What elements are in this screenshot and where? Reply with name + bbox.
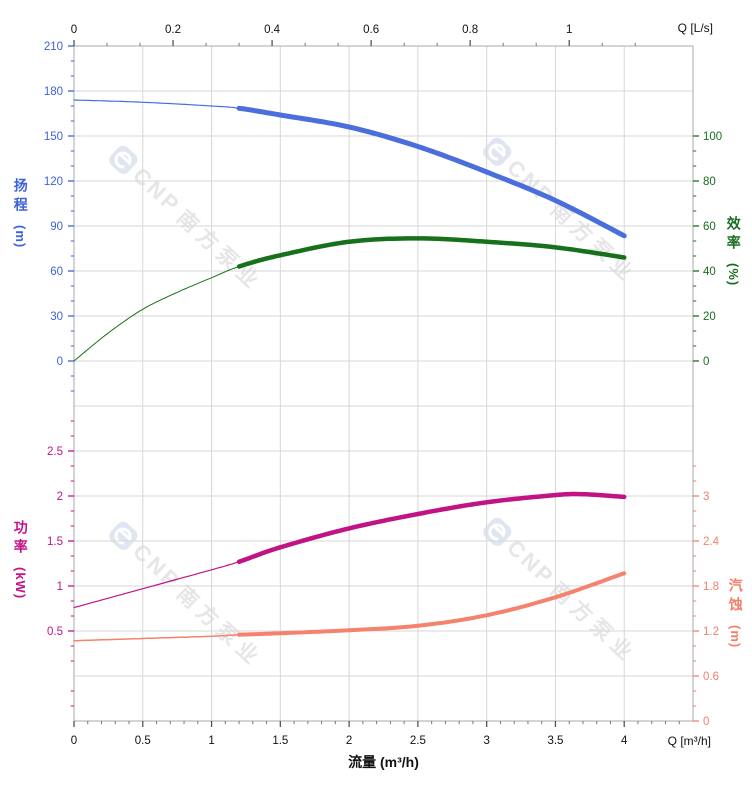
cnp-logo-icon (105, 141, 142, 178)
watermark: CNP 南方泵业 (478, 132, 644, 290)
head-tick-label: 150 (44, 131, 63, 143)
power-tick-label: 1.5 (47, 536, 63, 548)
head-tick-label: 0 (57, 356, 63, 368)
bottom-axis-tick-label: 2.5 (410, 735, 426, 747)
efficiency-axis-title: 效率 (%) (725, 216, 742, 287)
top-axis-tick-label: 0 (71, 24, 77, 36)
series-efficiency-curve-thin (73, 266, 240, 362)
npsh-tick-label: 1.2 (703, 626, 719, 638)
eff-tick-label: 60 (703, 221, 716, 233)
npsh-tick-label: 0 (703, 716, 709, 728)
bottom-axis-unit: Q [m³/h] (667, 734, 711, 748)
head-tick-label: 30 (50, 311, 63, 323)
npsh-tick-label: 3 (703, 491, 709, 503)
axes: 21018015012090603001008060402002.521.510… (44, 24, 722, 747)
top-axis-tick-label: 0.6 (363, 24, 379, 36)
curves (73, 99, 627, 642)
efficiency-axis-unit: (%) (726, 263, 742, 287)
eff-tick-label: 80 (703, 176, 716, 188)
head-axis-title: 扬程 (m) (12, 178, 29, 249)
bottom-axis-tick-label: 1.5 (272, 735, 288, 747)
head-tick-label: 60 (50, 266, 63, 278)
head-tick-label: 180 (44, 86, 63, 98)
series-power-curve-thin (73, 561, 240, 609)
bottom-axis-tick-label: 0.5 (135, 735, 151, 747)
top-axis-tick-label: 1 (566, 24, 572, 36)
power-axis-unit: (kW) (13, 567, 29, 600)
series-head-curve (236, 105, 627, 239)
series-npsh-curve (237, 571, 627, 637)
eff-tick-label: 100 (703, 131, 722, 143)
eff-tick-label: 40 (703, 266, 716, 278)
head-tick-label: 90 (50, 221, 63, 233)
watermark: CNP 南方泵业 (104, 516, 270, 674)
power-tick-label: 1 (57, 581, 63, 593)
series-head-curve-thin (73, 99, 240, 109)
flow-axis-title: 流量 (m³/h) (348, 754, 419, 770)
npsh-tick-label: 1.8 (703, 581, 719, 593)
cnp-logo-icon (479, 513, 516, 550)
power-tick-label: 2.5 (47, 446, 63, 458)
head-axis-unit: (m) (13, 225, 29, 249)
eff-tick-label: 20 (703, 311, 716, 323)
cnp-logo-icon (479, 133, 516, 170)
top-axis-unit: Q [L/s] (677, 21, 713, 35)
power-tick-label: 2 (57, 491, 63, 503)
npsh-axis-title: 汽蚀 (m) (727, 578, 744, 649)
watermark: CNP 南方泵业 (478, 512, 644, 670)
head-tick-label: 210 (44, 41, 63, 53)
npsh-tick-label: 2.4 (703, 536, 720, 548)
bottom-axis-tick-label: 3 (483, 735, 489, 747)
watermark: CNP 南方泵业 (104, 140, 270, 298)
npsh-axis-label: 汽蚀 (727, 578, 744, 616)
cnp-logo-icon (105, 517, 142, 554)
top-axis-tick-label: 0.8 (462, 24, 478, 36)
power-axis-title: 功率 (kW) (12, 520, 29, 600)
bottom-axis-tick-label: 2 (346, 735, 352, 747)
series-npsh-curve-thin (73, 634, 240, 642)
top-axis-tick-label: 0.2 (165, 24, 181, 36)
efficiency-axis-label: 效率 (725, 216, 742, 254)
npsh-axis-unit: (m) (728, 625, 744, 649)
bottom-axis-tick-label: 3.5 (547, 735, 563, 747)
bottom-axis-tick-label: 1 (208, 735, 214, 747)
grid (73, 45, 694, 722)
bottom-axis-tick-label: 4 (621, 735, 628, 747)
npsh-tick-label: 0.6 (703, 671, 719, 683)
series-power-curve (236, 491, 627, 564)
bottom-axis-tick-label: 0 (71, 735, 77, 747)
top-axis-tick-label: 0.4 (264, 24, 281, 36)
eff-tick-label: 0 (703, 356, 709, 368)
power-tick-label: 0.5 (47, 626, 63, 638)
head-tick-label: 120 (44, 176, 63, 188)
head-axis-label: 扬程 (12, 178, 29, 216)
series-efficiency-curve (236, 236, 627, 269)
power-axis-label: 功率 (12, 520, 29, 558)
